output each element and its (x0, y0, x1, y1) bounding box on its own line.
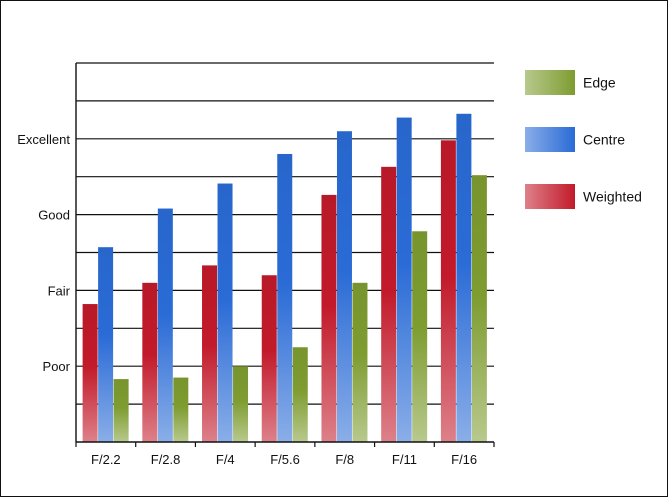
bar-edge-5 (412, 231, 428, 442)
bar-weighted-5 (381, 166, 397, 442)
bars (82, 113, 487, 443)
bar-centre-5 (396, 117, 412, 443)
legend: Edge Centre Weighted (525, 70, 642, 209)
bar-centre-6 (456, 113, 472, 442)
x-tick-label: F/11 (392, 452, 417, 467)
y-tick-label: Poor (43, 359, 71, 374)
x-tick-label: F/2.2 (91, 452, 121, 467)
bar-centre-1 (157, 208, 173, 442)
bar-centre-0 (98, 247, 114, 442)
bar-weighted-4 (321, 194, 337, 442)
y-tick-label: Excellent (17, 132, 70, 147)
legend-swatch-weighted (525, 184, 575, 209)
legend-label-weighted: Weighted (583, 189, 642, 205)
bar-centre-4 (336, 131, 352, 442)
bar-weighted-6 (440, 140, 456, 443)
x-tick-label: F/16 (451, 452, 477, 467)
bar-centre-3 (277, 153, 293, 442)
bar-weighted-3 (261, 275, 277, 442)
bar-edge-1 (173, 377, 189, 442)
legend-swatch-centre (525, 127, 575, 152)
bar-weighted-2 (202, 265, 218, 442)
y-tick-label: Fair (48, 283, 71, 298)
axes: F/2.2 F/2.8 F/4 F/5.6 F/8 F/11 F/16 Poor Fair Goo… (17, 63, 495, 467)
bar-weighted-1 (142, 282, 158, 442)
bar-edge-0 (113, 379, 129, 442)
x-tick-label: F/4 (216, 452, 235, 467)
legend-label-centre: Centre (583, 132, 625, 148)
bar-edge-2 (233, 366, 249, 442)
bar-centre-2 (217, 183, 233, 442)
x-tick-label: F/5.6 (270, 452, 300, 467)
legend-swatch-edge (525, 70, 575, 95)
x-tick-label: F/8 (335, 452, 354, 467)
bar-edge-3 (292, 347, 308, 442)
bar-weighted-0 (82, 304, 98, 442)
bar-edge-6 (471, 175, 487, 442)
y-tick-label: Good (38, 208, 70, 223)
legend-label-edge: Edge (583, 75, 616, 91)
bar-edge-4 (352, 282, 368, 442)
x-tick-label: F/2.8 (151, 452, 181, 467)
